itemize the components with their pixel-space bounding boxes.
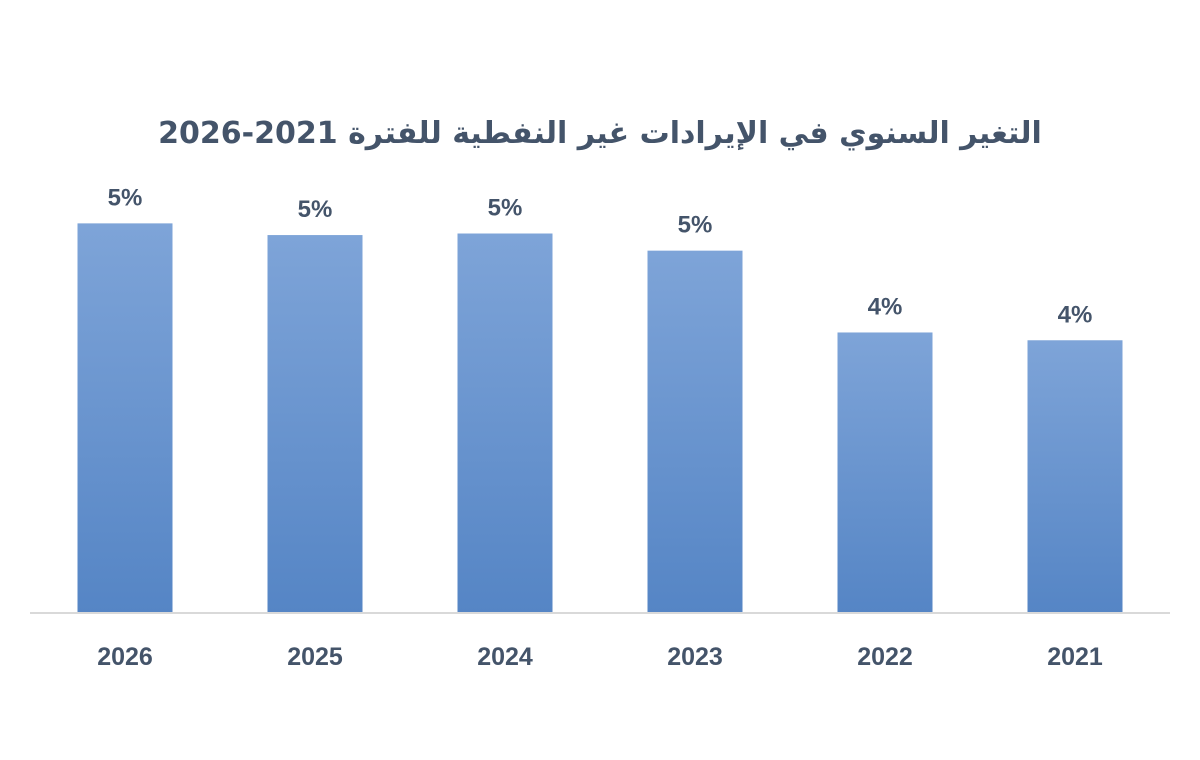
bar-2024 <box>457 233 553 613</box>
x-tick-label-2022: 2022 <box>857 643 913 671</box>
bar-2025 <box>267 235 363 613</box>
data-label-2022: 4% <box>868 293 903 320</box>
x-tick-label-2023: 2023 <box>667 643 723 671</box>
x-tick-label-2025: 2025 <box>287 643 343 671</box>
x-tick-label-2021: 2021 <box>1047 643 1103 671</box>
bar-2022 <box>837 332 933 613</box>
bar-2021 <box>1027 340 1123 613</box>
chart-title: التغير السنوي في الإيرادات غير النفطية ل… <box>158 116 1042 151</box>
bars-group: 5% 5% 5% 5% 4% 4% <box>77 184 1123 613</box>
x-tick-label-2024: 2024 <box>477 643 533 671</box>
bar-2026 <box>77 223 173 613</box>
x-tick-labels: 2026 2025 2024 2023 2022 2021 <box>97 643 1103 671</box>
data-label-2023: 5% <box>678 212 713 239</box>
bar-2023 <box>647 250 743 613</box>
data-label-2026: 5% <box>108 184 143 211</box>
x-tick-label-2026: 2026 <box>97 643 153 671</box>
data-label-2025: 5% <box>298 196 333 223</box>
data-label-2024: 5% <box>488 195 523 222</box>
data-label-2021: 4% <box>1058 301 1093 328</box>
